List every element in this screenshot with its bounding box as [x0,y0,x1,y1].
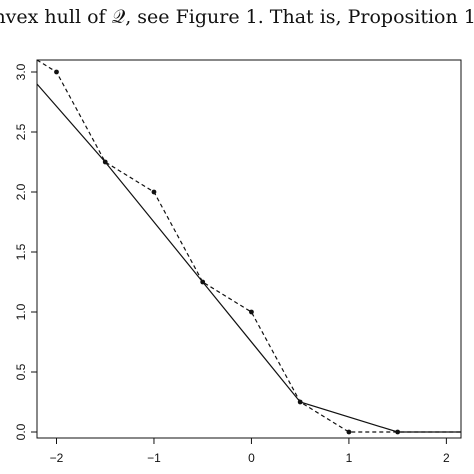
caption-text-fragment: onvex hull of 𝒬, see Figure 1. That is, … [0,6,474,28]
x-tick-label: −2 [50,451,64,465]
x-axis: −2 −1 0 1 2 [50,438,450,465]
y-tick-label: 2.0 [14,183,28,200]
data-point [151,189,157,195]
y-tick-label: 0.0 [14,423,28,440]
y-tick-label: 0.5 [14,363,28,380]
data-point [297,399,303,405]
series-layer [36,59,461,433]
x-tick-label: 0 [248,451,255,465]
data-point [395,429,401,435]
data-point [346,429,352,435]
y-axis: 0.0 0.5 1.0 1.5 2.0 2.5 3.0 [14,63,37,440]
y-tick-label: 2.5 [14,123,28,140]
solid-series-line [36,83,461,433]
x-tick-label: 1 [346,451,353,465]
plot-frame [36,59,462,439]
dashed-series-line [36,59,461,433]
x-tick-label: 2 [443,451,450,465]
data-point [249,309,254,315]
data-point [54,69,59,75]
data-point [200,279,206,285]
data-point [102,159,108,165]
y-tick-label: 1.5 [14,243,28,260]
y-tick-label: 3.0 [14,63,28,80]
caption-text: onvex hull of 𝒬, see Figure 1. That is, … [0,6,474,28]
x-tick-label: −1 [147,451,161,465]
points-layer [54,69,401,435]
y-tick-label: 1.0 [14,303,28,320]
